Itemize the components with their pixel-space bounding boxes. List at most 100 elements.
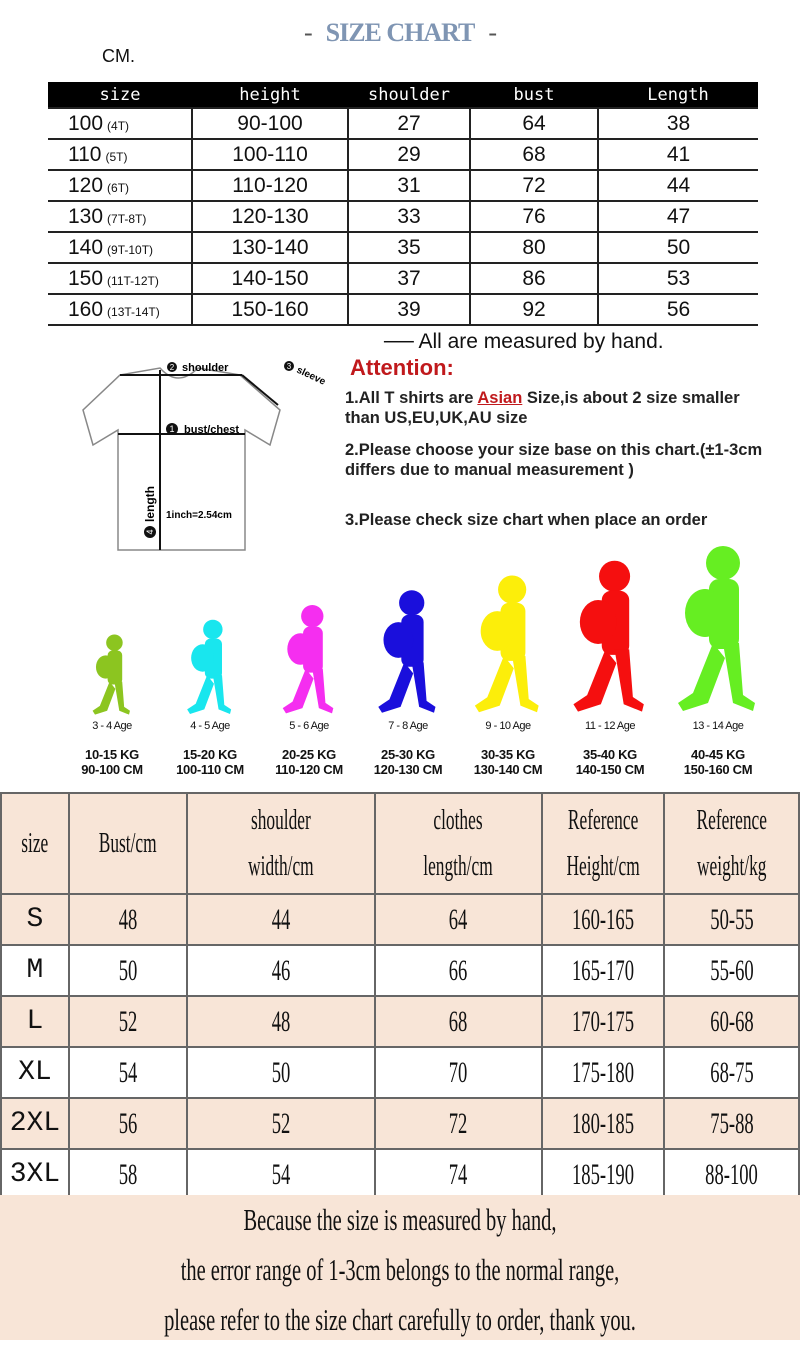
footer-line: Because the size is measured by hand,: [243, 1202, 557, 1237]
shoulder-cell: 29: [347, 138, 470, 170]
size-cell: 3XL: [0, 1148, 70, 1201]
height-cell: 130-140: [191, 231, 348, 263]
value-cell: 88-100: [663, 1148, 800, 1201]
age-value: (6T): [107, 180, 130, 195]
value-cell: 52: [185, 1097, 376, 1150]
age-value: (4T): [107, 118, 130, 133]
weight-label: 25-30 KG: [381, 747, 435, 762]
child-silhouette-icon: [474, 575, 539, 713]
column-header: bust: [470, 82, 598, 108]
value-cell: 68-75: [663, 1046, 800, 1099]
n2: 2: [170, 363, 175, 372]
adult-size-table: size Bust/cm shoulder width/cm clothes length…: [0, 792, 800, 1201]
cell-text: 46: [271, 953, 290, 987]
length-cell: 38: [597, 107, 758, 139]
cell-text: 55-60: [709, 953, 754, 987]
age-label: 4 - 5 Age: [190, 720, 230, 732]
cell-text: 160-165: [572, 902, 635, 936]
header-text: shoulder width/cm: [247, 804, 314, 882]
value-cell: 72: [373, 1097, 544, 1150]
value-cell: 58: [67, 1148, 188, 1201]
title-text: SIZE CHART: [325, 18, 476, 47]
value-cell: 175-180: [541, 1046, 666, 1099]
header-text: clothes length/cm: [423, 804, 494, 882]
column-header: Bust/cm: [67, 792, 188, 895]
child-size-item: 7 - 8 Age 25-30 KG 120-130 CM: [353, 588, 463, 777]
column-header: size: [48, 82, 192, 108]
value-cell: 60-68: [663, 995, 800, 1048]
value-cell: 180-185: [541, 1097, 666, 1150]
kids-size-table: size height shoulder bust Length 100 (4T) 90-1…: [48, 82, 758, 326]
age-label: 13 - 14 Age: [692, 720, 744, 732]
child-size-item: 3 - 4 Age 10-15 KG 90-100 CM: [57, 633, 167, 777]
column-header: clothes length/cm: [373, 792, 544, 895]
n4: 4: [145, 529, 155, 534]
cell-text: 56: [118, 1106, 138, 1140]
unit-label: CM.: [102, 46, 135, 66]
column-header: size: [0, 792, 70, 895]
cell-text: 72: [449, 1106, 468, 1140]
value-cell: 66: [373, 944, 544, 997]
height-cell: 150-160: [191, 293, 348, 326]
table-row: 120 (6T) 110-120 31 72 44: [48, 169, 758, 201]
weight-label: 15-20 KG: [183, 747, 237, 762]
age-label: 7 - 8 Age: [388, 720, 428, 732]
cell-text: 58: [118, 1157, 138, 1191]
size-cell: 100 (4T): [48, 107, 192, 139]
cell-text: 165-170: [572, 953, 635, 987]
height-label: 100-110 CM: [176, 762, 244, 777]
size-cell: XL: [0, 1046, 70, 1099]
n3: 3: [287, 362, 292, 371]
weight-label: 30-35 KG: [481, 747, 535, 762]
height-cell: 100-110: [191, 138, 348, 170]
cell-text: 60-68: [709, 1004, 754, 1038]
column-header: shoulder width/cm: [185, 792, 376, 895]
shoulder-cell: 31: [347, 169, 470, 201]
value-cell: 55-60: [663, 944, 800, 997]
n1: 1: [169, 424, 174, 434]
cell-text: 74: [449, 1157, 468, 1191]
cell-text: 170-175: [572, 1004, 635, 1038]
bust-cell: 64: [469, 107, 598, 139]
page-title: - SIZE CHART -: [303, 18, 497, 47]
child-silhouette-icon: [573, 560, 644, 712]
height-label: 110-120 CM: [275, 762, 343, 777]
table-row: 160 (13T-14T) 150-160 39 92 56: [48, 293, 758, 326]
size-cell: 2XL: [0, 1097, 70, 1150]
table-header: size height shoulder bust Length: [48, 82, 758, 108]
measure-note: ── All are measured by hand.: [384, 330, 664, 353]
value-cell: 74: [373, 1148, 544, 1201]
age-value: (5T): [105, 149, 128, 164]
value-cell: 64: [373, 893, 544, 946]
cell-text: 180-185: [572, 1106, 635, 1140]
column-header: shoulder: [348, 82, 470, 108]
column-header: height: [192, 82, 348, 108]
value-cell: 48: [67, 893, 188, 946]
length-cell: 53: [597, 262, 758, 294]
bust-cell: 76: [469, 200, 598, 232]
attention-title: Attention:: [350, 355, 454, 380]
value-cell: 68: [373, 995, 544, 1048]
sleeve-label: sleeve: [295, 365, 328, 388]
header-text: Bust/cm: [98, 827, 157, 859]
value-cell: 48: [185, 995, 376, 1048]
shoulder-cell: 33: [347, 200, 470, 232]
size-cell: 160 (13T-14T): [48, 293, 192, 326]
number-2-icon: [167, 362, 177, 372]
size-cell: S: [0, 893, 70, 946]
cell-text: 185-190: [572, 1157, 635, 1191]
size-cell: 150 (11T-12T): [48, 262, 192, 294]
cell-text: 44: [271, 902, 290, 936]
cell-text: 50: [271, 1055, 290, 1089]
length-cell: 41: [597, 138, 758, 170]
column-header: Reference weight/kg: [663, 792, 800, 895]
value-cell: 75-88: [663, 1097, 800, 1150]
value-cell: 185-190: [541, 1148, 666, 1201]
age-value: (7T-8T): [107, 211, 147, 226]
cell-text: 52: [118, 1004, 138, 1038]
child-size-item: 9 - 10 Age 30-35 KG 130-140 CM: [453, 573, 563, 777]
cell-text: 75-88: [709, 1106, 754, 1140]
cell-text: 54: [271, 1157, 290, 1191]
age-value: (9T-10T): [107, 242, 154, 257]
bust-cell: 92: [469, 293, 598, 326]
